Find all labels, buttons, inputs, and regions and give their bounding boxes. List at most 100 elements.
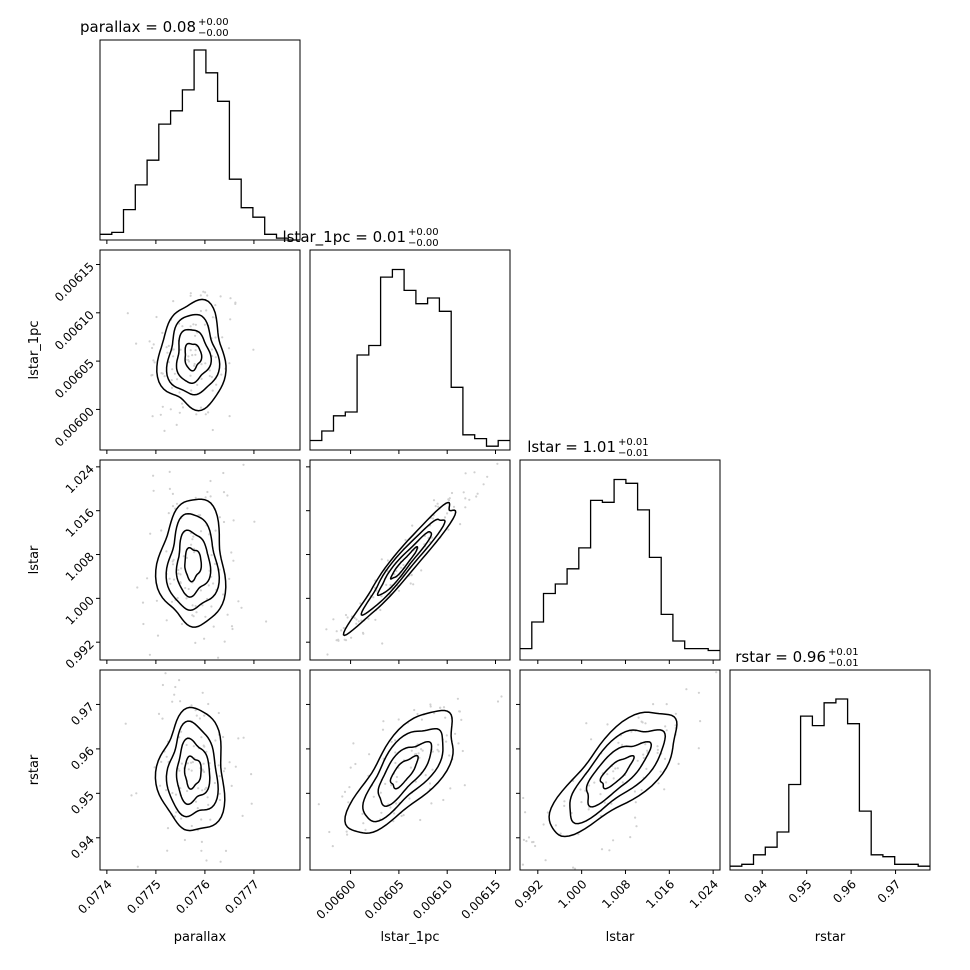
sample-point — [395, 775, 398, 779]
contour-line — [156, 298, 227, 412]
sample-point — [350, 636, 353, 639]
sample-point — [199, 406, 203, 409]
sample-point — [177, 572, 180, 575]
sample-point — [185, 743, 188, 747]
sample-point — [393, 812, 396, 815]
sample-point — [174, 793, 178, 796]
sample-point — [190, 704, 193, 707]
sample-point — [202, 762, 205, 765]
sample-point — [234, 765, 237, 768]
sample-point — [212, 625, 215, 628]
sample-point — [202, 744, 205, 747]
sample-point — [213, 781, 216, 785]
sample-point — [130, 794, 133, 797]
panel-lstar-lstar: lstar = 1.01 +0.01−0.01 — [519, 437, 721, 664]
sample-point — [202, 290, 205, 293]
sample-point — [170, 386, 174, 389]
sample-point — [394, 739, 397, 742]
sample-point — [197, 514, 200, 517]
sample-point — [468, 498, 471, 501]
sample-point — [227, 347, 231, 350]
sample-point — [199, 589, 202, 592]
sample-point — [180, 567, 183, 570]
sample-point — [186, 789, 189, 793]
sample-point — [200, 736, 203, 739]
sample-point — [357, 620, 360, 623]
sample-point — [228, 577, 231, 581]
sample-point — [590, 738, 593, 741]
sample-point — [420, 748, 423, 751]
sample-point — [452, 505, 456, 508]
sample-point — [189, 325, 192, 328]
sample-point — [165, 755, 168, 758]
sample-point — [208, 374, 211, 378]
y-tick-label: 1.008 — [63, 550, 97, 584]
sample-point — [190, 543, 193, 546]
contour-line — [154, 706, 226, 832]
sample-point — [402, 563, 405, 567]
sample-point — [486, 475, 489, 478]
sample-point — [194, 800, 198, 803]
sample-point — [345, 830, 348, 833]
sample-point — [524, 811, 527, 814]
sample-point — [165, 789, 168, 792]
contours-lstar-parallax — [154, 498, 227, 628]
sample-point — [379, 791, 382, 794]
contours-lstar_1pc-parallax — [156, 298, 227, 412]
sample-point — [542, 823, 545, 826]
sample-point — [656, 751, 659, 755]
contour-line — [183, 755, 202, 790]
sample-point — [476, 492, 479, 495]
sample-point — [610, 802, 613, 805]
sample-point — [424, 774, 427, 777]
sample-point — [161, 331, 164, 334]
sample-point — [192, 323, 195, 326]
sample-point — [191, 354, 194, 357]
sample-point — [204, 291, 207, 294]
sample-point — [360, 619, 363, 622]
sample-point — [166, 827, 170, 830]
sample-point — [674, 712, 678, 715]
contour-line — [548, 711, 678, 838]
sample-point — [603, 801, 606, 804]
x-tick-label: 1.016 — [643, 877, 677, 911]
sample-point — [186, 507, 189, 510]
sample-point — [214, 356, 217, 359]
sample-point — [367, 617, 370, 620]
sample-point — [205, 859, 208, 862]
sample-point — [573, 867, 577, 870]
sample-point — [218, 792, 221, 795]
sample-point — [390, 784, 393, 787]
sample-point — [390, 740, 393, 743]
sample-point — [637, 716, 640, 719]
sample-point — [200, 849, 203, 852]
sample-point — [634, 816, 637, 819]
sample-point — [175, 811, 178, 814]
sample-point — [177, 568, 180, 572]
sample-point — [437, 750, 440, 753]
y-tick-label: 1.000 — [63, 593, 97, 627]
sample-point — [665, 729, 668, 732]
sample-point — [159, 784, 162, 787]
sample-point — [205, 786, 208, 789]
sample-point — [361, 812, 364, 816]
sample-point — [546, 811, 549, 814]
sample-point — [230, 551, 233, 554]
sample-point — [169, 408, 172, 411]
sample-point — [161, 372, 164, 375]
sample-point — [240, 606, 243, 609]
sample-point — [642, 753, 645, 756]
sample-point — [224, 849, 228, 853]
sample-point — [380, 595, 383, 598]
panel-frame — [99, 669, 301, 871]
y-tick-label: 0.97 — [68, 699, 97, 728]
sample-point — [189, 349, 192, 352]
sample-point — [359, 602, 362, 605]
sample-point — [146, 577, 149, 580]
sample-point — [634, 801, 637, 804]
sample-point — [527, 836, 531, 839]
contours-lstar-lstar_1pc — [342, 501, 457, 637]
sample-point — [437, 743, 440, 746]
sample-point — [161, 717, 164, 720]
sample-point — [368, 753, 371, 756]
